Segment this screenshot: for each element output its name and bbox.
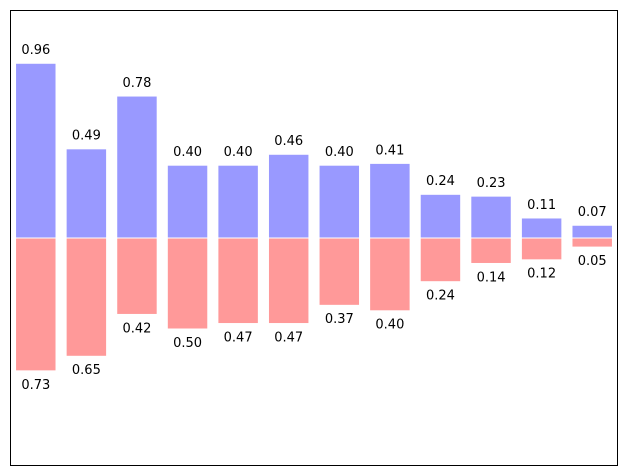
data-label-lower-11: 0.12 (527, 267, 556, 282)
bar-upper-5 (217, 164, 259, 239)
data-label-upper-12: 0.07 (578, 205, 607, 220)
bar-lower-6 (267, 237, 310, 325)
plot-background (10, 10, 618, 466)
bar-upper-8 (369, 162, 411, 239)
data-label-lower-10: 0.14 (477, 270, 506, 285)
data-label-upper-8: 0.41 (375, 143, 404, 158)
bar-lower-11 (520, 237, 563, 261)
bar-lower-1 (15, 237, 57, 372)
data-label-lower-1: 0.73 (21, 378, 50, 393)
data-label-upper-9: 0.24 (426, 174, 455, 189)
bar-upper-2 (65, 148, 108, 239)
bars-layer (15, 62, 613, 372)
bar-lower-7 (318, 237, 361, 306)
bar-lower-8 (369, 237, 411, 312)
data-label-upper-6: 0.46 (274, 134, 303, 149)
bar-lower-4 (166, 237, 209, 330)
bar-upper-7 (318, 164, 361, 239)
data-labels-layer: 0.96 0.49 0.78 0.40 0.40 0.46 0.40 0.41 0.24 0.23… (21, 43, 606, 393)
data-label-lower-9: 0.24 (426, 289, 455, 304)
data-label-upper-10: 0.23 (477, 176, 506, 191)
bar-lower-9 (419, 237, 462, 283)
data-label-lower-4: 0.50 (173, 336, 202, 351)
data-label-lower-8: 0.40 (375, 318, 404, 333)
data-label-lower-5: 0.47 (224, 330, 253, 345)
bar-lower-12 (571, 237, 613, 248)
bar-lower-10 (470, 237, 512, 264)
data-label-upper-3: 0.78 (122, 76, 151, 91)
bar-upper-11 (520, 217, 563, 239)
data-label-lower-2: 0.65 (72, 363, 101, 378)
data-label-lower-12: 0.05 (578, 254, 607, 269)
bar-upper-1 (15, 62, 57, 239)
data-label-upper-1: 0.96 (21, 43, 50, 58)
bar-lower-5 (217, 237, 259, 325)
plot-frame (10, 10, 618, 466)
data-label-upper-2: 0.49 (72, 129, 101, 144)
bar-lower-2 (65, 237, 108, 357)
bar-upper-9 (419, 193, 462, 239)
data-label-lower-6: 0.47 (274, 330, 303, 345)
bar-upper-12 (571, 224, 613, 239)
bar-upper-4 (166, 164, 209, 239)
bar-lower-3 (116, 237, 158, 315)
data-label-upper-7: 0.40 (325, 145, 354, 160)
data-label-upper-4: 0.40 (173, 145, 202, 160)
data-label-upper-5: 0.40 (224, 145, 253, 160)
data-label-upper-11: 0.11 (527, 198, 556, 213)
bar-upper-10 (470, 195, 512, 239)
data-label-lower-7: 0.37 (325, 312, 354, 327)
bar-upper-6 (267, 153, 310, 239)
bar-upper-3 (116, 95, 158, 239)
data-label-lower-3: 0.42 (122, 321, 151, 336)
